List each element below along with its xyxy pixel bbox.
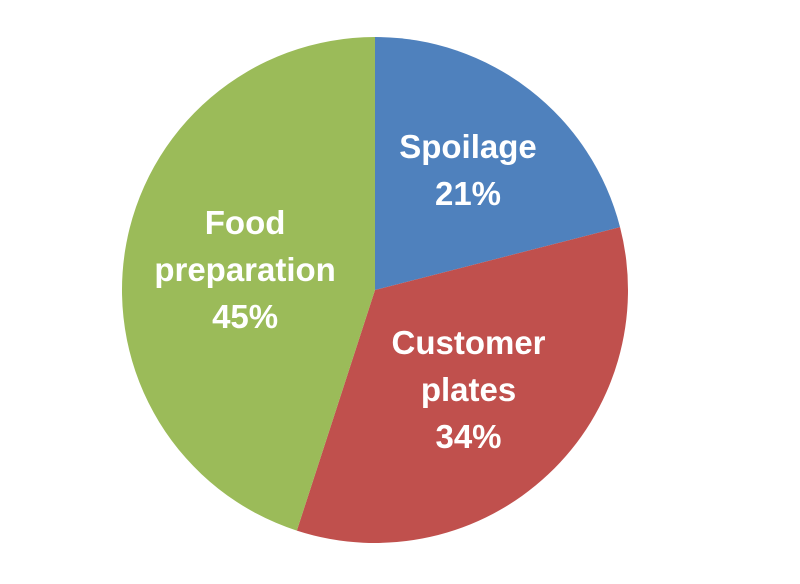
pie-slice-label-spoilage: Spoilage 21% bbox=[399, 128, 537, 212]
pie-slice-customer-plates bbox=[296, 227, 628, 544]
pie-slice-food-preparation bbox=[121, 37, 375, 531]
pie-slice-spoilage bbox=[375, 37, 621, 290]
pie-slice-label-food-preparation: Food preparation 45% bbox=[154, 204, 336, 335]
pie-slice-label-customer-plates: Customer plates 34% bbox=[391, 324, 545, 455]
